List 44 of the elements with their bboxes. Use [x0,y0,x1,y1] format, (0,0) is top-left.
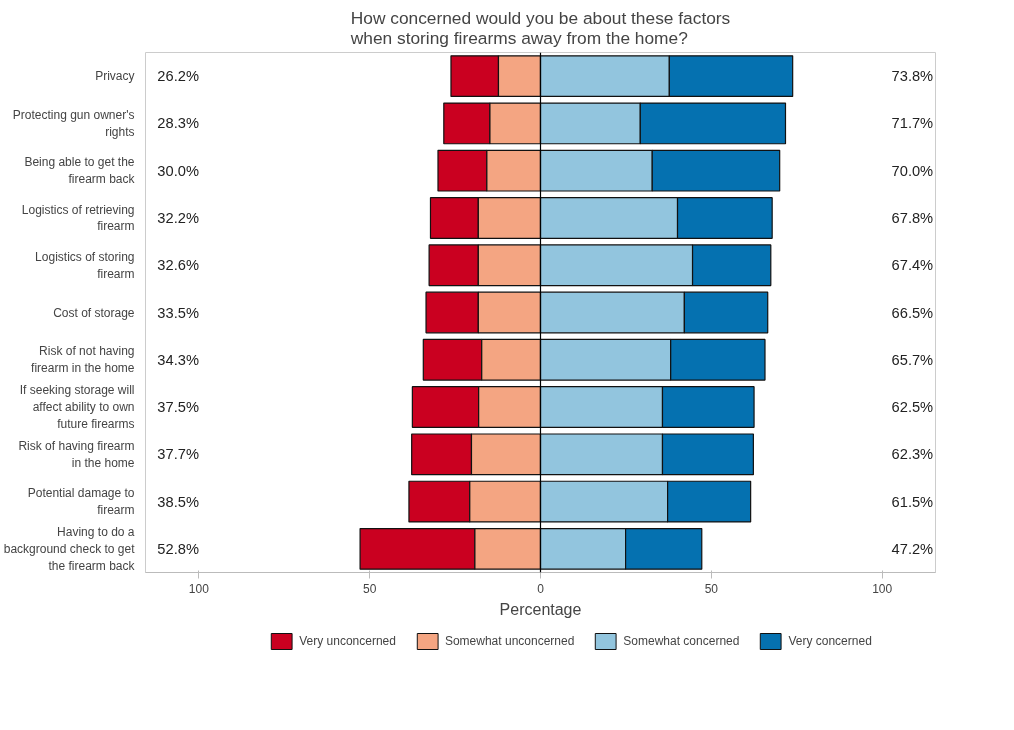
x-tick-label: 100 [188,581,210,596]
y-tick-label: Protecting gun owner's rights [12,108,135,139]
y-tick-label: Logistics of storing firearm [35,249,135,281]
annotation: 28.3% [157,115,199,132]
annotation: 38.5% [157,493,199,510]
annotation: 67.4% [891,257,934,274]
y-tick-label: Risk of having firearm in the home [18,438,135,470]
legend-label: Somewhat concerned [623,634,740,648]
annotation: 67.8% [891,209,934,226]
x-tick-label: 100 [872,581,893,596]
annotation: 52.8% [157,540,199,557]
legend-label: Somewhat unconcerned [444,634,575,648]
y-tick-label: Risk of not having firearm in the home [31,344,135,376]
x-tick-label: 50 [362,581,377,596]
annotation: 71.7% [891,115,934,132]
annotation: 34.3% [157,351,199,368]
y-tick-label: Being able to get the firearm back [24,155,136,187]
annotation: 47.2% [891,540,934,557]
annotation: 32.6% [157,257,199,274]
annotation: 37.5% [157,399,199,416]
annotation: 30.0% [157,162,199,179]
annotation: 70.0% [891,162,934,179]
chart-title: How concerned would you be about these factors when storing firearms away from the home? [349,7,731,48]
legend-label: Very unconcerned [299,634,396,648]
y-tick-label: If seeking storage will affect ability to own future firearms [19,383,135,431]
annotation: 37.7% [157,446,199,463]
annotation: 26.2% [157,68,199,85]
annotation: 62.3% [891,446,934,463]
y-tick-label: Privacy [95,69,135,84]
annotation: 33.5% [157,304,199,321]
y-tick-label: Potential damage to firearm [27,486,135,517]
annotation: 62.5% [891,399,934,416]
annotation: 61.5% [891,493,934,510]
x-axis-title: Percentage [499,600,582,618]
annotation: 65.7% [891,351,934,368]
legend-label: Very concerned [788,634,872,648]
annotation: 73.8% [891,68,934,85]
y-tick-label: Logistics of retrieving firearm [21,202,135,234]
y-tick-label: Cost of storage [53,305,135,320]
x-tick-label: 0 [537,581,545,596]
x-tick-label: 50 [704,581,719,596]
annotation: 32.2% [157,209,199,226]
annotation: 66.5% [891,304,934,321]
y-tick-label: Having to do a background check to get the firearm back [3,525,136,573]
